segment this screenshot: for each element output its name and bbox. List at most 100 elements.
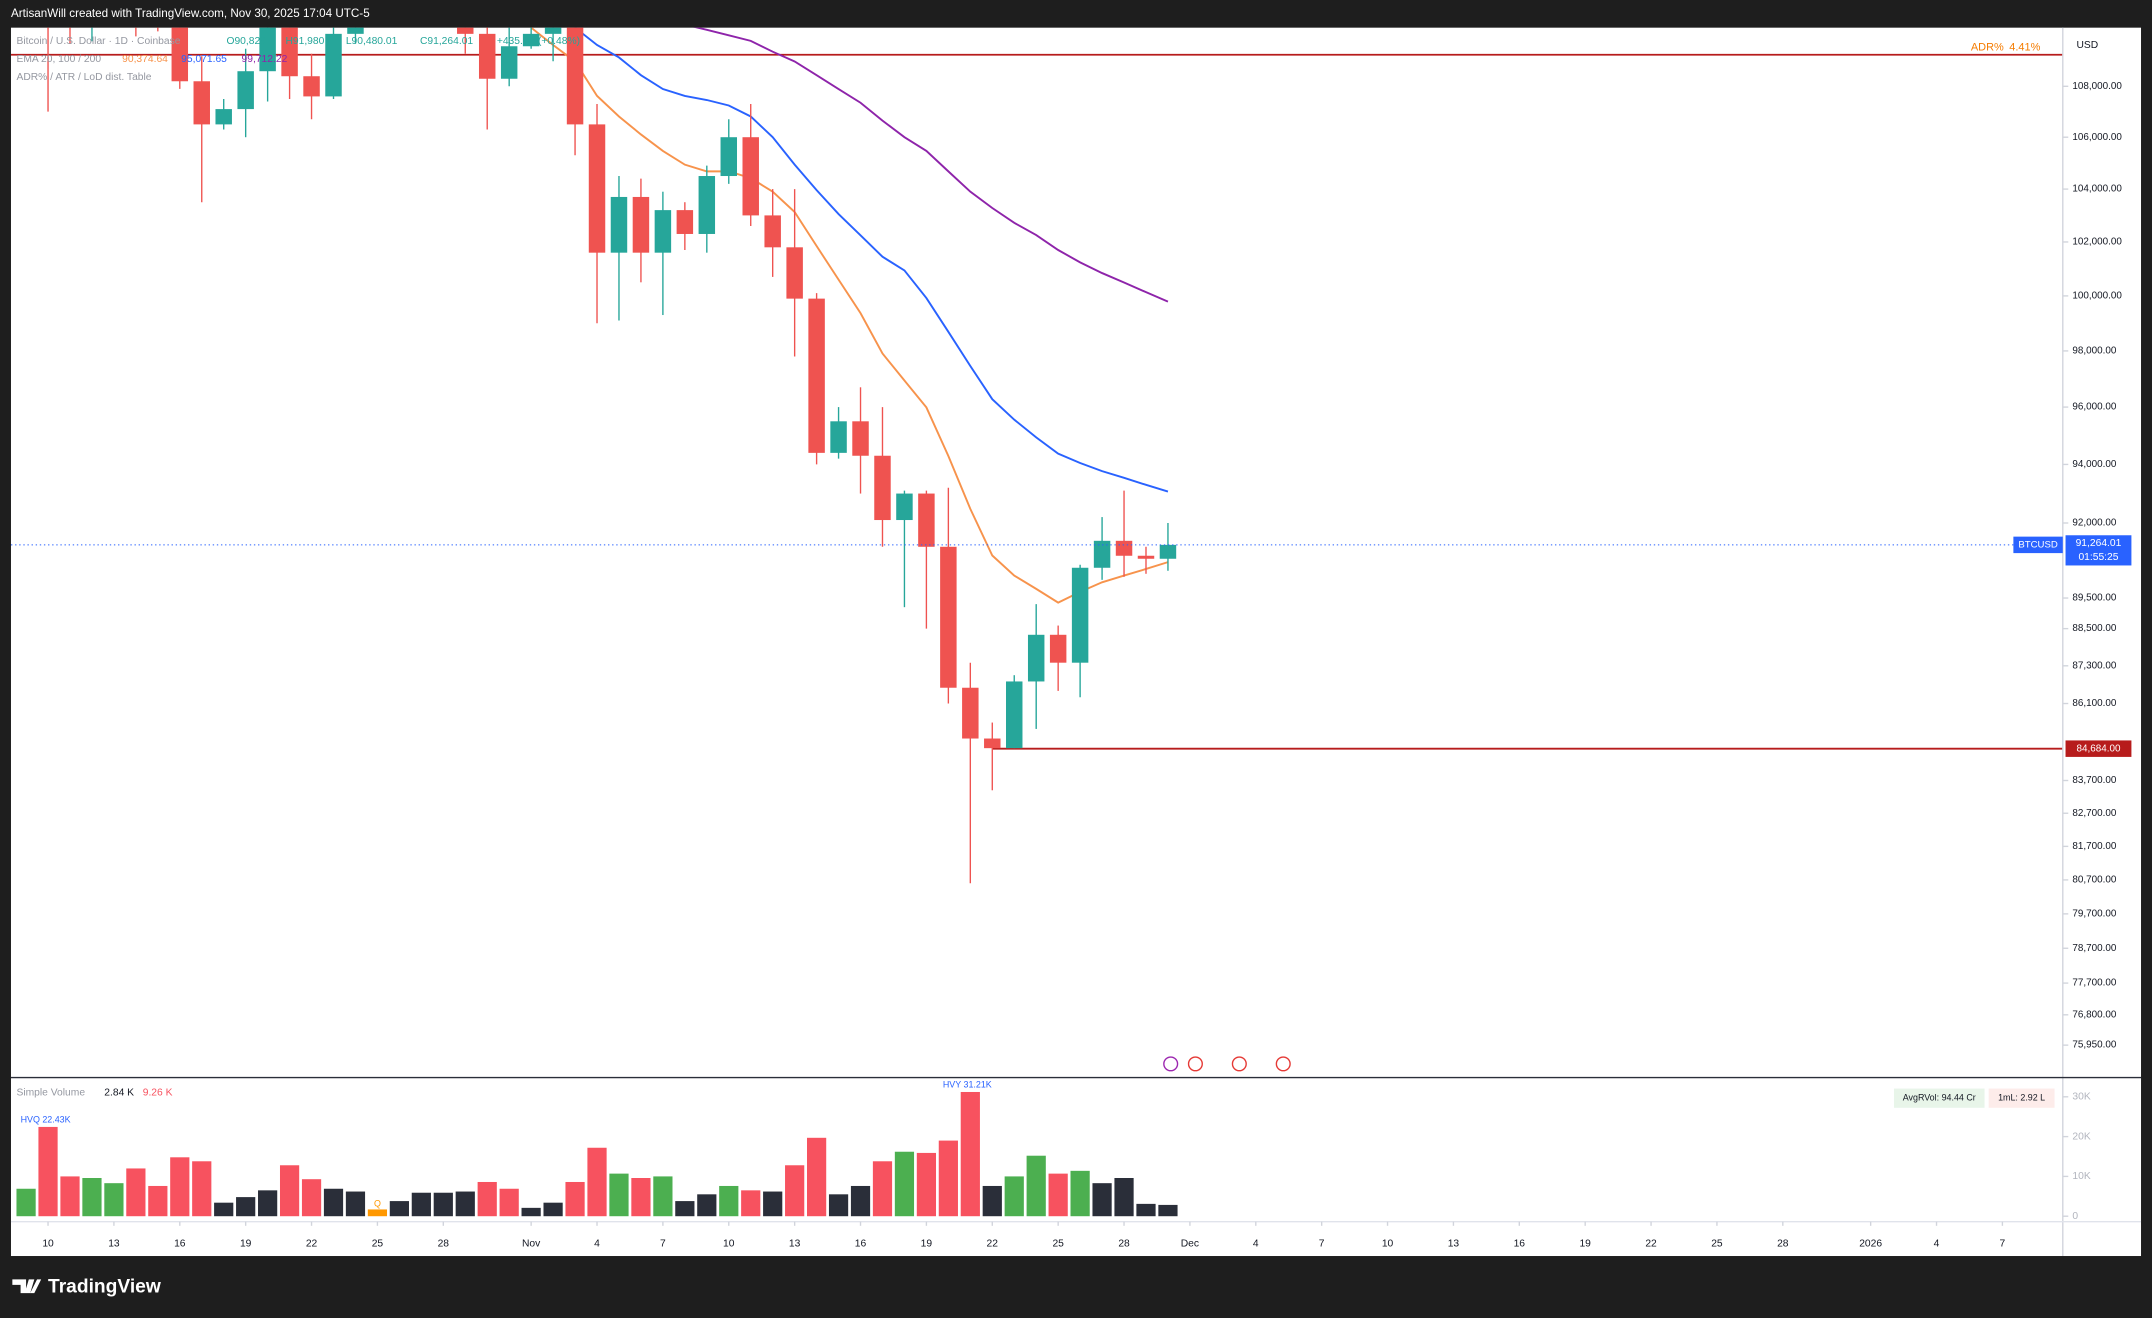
volume-bar [1026,1155,1046,1217]
x-tick-label: 2026 [1859,1238,1882,1249]
candle-body [1027,634,1045,682]
y-tick-label: 92,000.00 [2072,518,2116,529]
header-text: ArtisanWill created with TradingView.com… [11,7,370,20]
ema-line [530,27,1169,604]
y-tick-label: 86,100.00 [2072,698,2116,709]
volume-bar [367,1209,388,1217]
volume-bar [653,1176,673,1217]
x-tick-label: 25 [1052,1238,1064,1249]
legend-ohlc: O90,829 [226,36,266,47]
volume-bar [982,1185,1002,1217]
y-tick-label: 106,000.00 [2072,132,2122,143]
candle-body [522,33,540,47]
candle-body [984,738,1001,749]
candle-body [896,493,913,521]
volume-bar [279,1165,300,1217]
volume-bar [850,1185,871,1217]
y-tick-label: 77,700.00 [2072,978,2116,989]
adr-value: 4.41% [2009,42,2040,54]
volume-bar [960,1091,980,1217]
x-tick-label: 10 [723,1238,735,1249]
x-tick-label: 7 [2000,1238,2006,1249]
logo: TradingView [12,1277,161,1298]
candle-body [632,196,650,253]
x-tick-label: 4 [1253,1238,1259,1249]
legend-ohlc: (+0.48%) [538,36,580,47]
stat-box [1988,1088,2055,1108]
y-tick-label: 94,000.00 [2072,459,2116,470]
volume-bar [323,1188,344,1217]
event-icon [1231,1056,1247,1072]
volume-bar [477,1181,497,1217]
x-tick-label: 19 [240,1238,252,1249]
volume-bar [16,1188,36,1217]
x-tick-label: 13 [789,1238,801,1249]
candle-body [610,196,628,253]
volume-bar [126,1168,146,1217]
y-tick-label: 87,300.00 [2072,660,2116,671]
x-tick-label: Dec [1181,1238,1199,1249]
candle-body [171,27,189,82]
volume-bar [192,1161,212,1217]
event-icon [1187,1056,1203,1072]
candle-body [237,71,254,110]
candle-body [1137,555,1155,559]
x-tick-label: 22 [987,1238,999,1249]
legend-ohlc: +435.9 [497,36,529,47]
volume-title: Simple Volume [16,1087,85,1098]
axes: 108,000.00 106,000.00 104,000.00 102,000.00… [10,27,2142,1257]
volume-bar [433,1192,453,1217]
candle-body [808,298,825,453]
x-tick-label: 22 [1645,1238,1657,1249]
y-tick-label: 81,700.00 [2072,841,2116,852]
candle-body [588,124,606,253]
currency: USD [2077,40,2099,51]
candle-body [742,137,759,216]
candle-body [347,27,364,34]
logo-mark [12,1279,42,1294]
volume-pane [16,1091,1178,1217]
x-tick-label: 28 [438,1238,450,1249]
volume-bar [807,1137,827,1217]
volume-bar [543,1202,563,1217]
x-tick-label: 10 [1382,1238,1394,1249]
volume-bar [1048,1173,1068,1217]
volume-annotation: HVY 31.21K [943,1079,992,1089]
level-label-bg [2065,740,2132,757]
candle-body [852,421,869,456]
candle-body [544,27,562,34]
x-tick-label: 4 [594,1238,600,1249]
x-tick-label: 28 [1777,1238,1789,1249]
y-tick-label: 79,700.00 [2072,908,2116,919]
y-tick-label: 108,000.00 [2072,81,2122,92]
price-label: 91,264.01 [2076,538,2122,549]
candle-body [764,215,781,248]
candle-body [478,33,496,79]
y-tick-label: 78,700.00 [2072,943,2116,954]
ema-line [693,27,1169,303]
y-tick-label: 100,000.00 [2072,291,2122,302]
legend-ohlc: C91,264.01 [420,36,473,47]
candle-body [698,176,716,234]
volume-bar [741,1190,761,1217]
volume-bar [1114,1178,1134,1217]
x-tick-label: 19 [1579,1238,1591,1249]
candle-body [193,81,210,125]
events [1163,1056,1291,1072]
y-tick-label: 96,000.00 [2072,402,2116,413]
candle-body [303,76,320,97]
y-tick-label: 0 [2072,1211,2078,1222]
legend-ema-value: 95,071.65 [181,54,227,65]
volume-bar [60,1176,80,1217]
volume-bar [916,1152,937,1217]
volume-legend-value: 2.84 K [104,1087,134,1098]
x-tick-label: 16 [1514,1238,1526,1249]
volume-bar [521,1207,541,1217]
event-icon [1163,1056,1179,1072]
volume-bar [587,1147,607,1217]
volume-bar [455,1191,475,1217]
x-tick-label: 25 [372,1238,384,1249]
candle-body [1049,634,1067,663]
